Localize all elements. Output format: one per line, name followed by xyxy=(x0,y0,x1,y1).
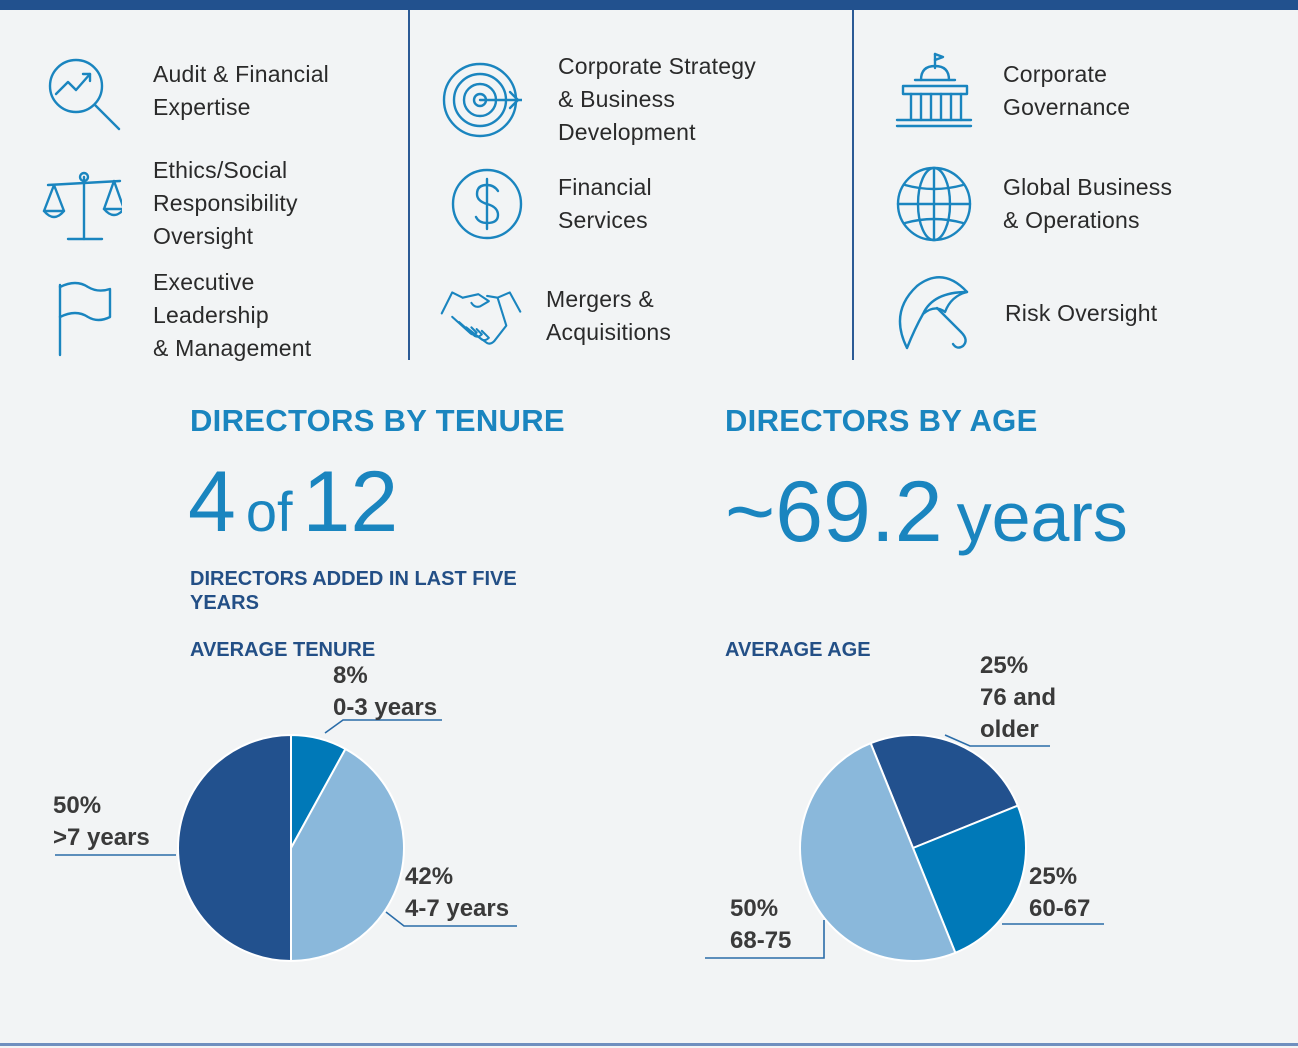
skill-audit-financial: Audit & Financial Expertise xyxy=(40,50,329,132)
tenure-total-count: 12 xyxy=(302,454,399,550)
leader-line xyxy=(705,920,825,959)
tenure-added-caption: DIRECTORS ADDED IN LAST FIVE YEARS xyxy=(190,568,517,614)
slice-percent: 42% xyxy=(405,863,454,890)
slice-percent: 25% xyxy=(1029,863,1078,890)
slice-percent: 25% xyxy=(980,652,1029,679)
column-divider xyxy=(852,10,854,360)
slice-percent: 50% xyxy=(53,792,102,819)
skill-label: Audit & Financial Expertise xyxy=(153,61,329,120)
age-heading: DIRECTORS BY AGE xyxy=(725,403,1038,438)
slice-category: 0-3 years xyxy=(333,694,438,721)
tenure-heading: DIRECTORS BY TENURE xyxy=(190,403,565,438)
handshake-icon xyxy=(440,275,522,357)
slice-category: 68-75 xyxy=(730,927,792,954)
skill-corporate-strategy: Corporate Strategy & Business Developmen… xyxy=(440,50,756,149)
slice-category: 60-67 xyxy=(1029,895,1091,922)
globe-icon xyxy=(893,163,975,245)
pie-slice xyxy=(799,741,957,962)
skill-label: Executive Leadership & Management xyxy=(153,269,312,361)
top-accent-bar xyxy=(0,0,1298,10)
magnifier-chart-icon xyxy=(40,50,122,132)
umbrella-icon xyxy=(893,272,975,354)
slice-percent: 50% xyxy=(730,895,779,922)
slice-percent: 8% xyxy=(333,662,368,689)
target-icon xyxy=(440,59,522,141)
slice-category: >7 years xyxy=(53,824,150,851)
tenure-slice-label: 50% >7 years xyxy=(53,790,150,854)
skill-label: Financial Services xyxy=(558,174,652,233)
skill-risk-oversight: Risk Oversight xyxy=(893,272,1157,354)
tenure-of: of xyxy=(245,480,293,543)
tenure-pie xyxy=(177,733,405,963)
age-slice-label: 50% 68-75 xyxy=(730,893,791,957)
skill-label: Corporate Strategy & Business Developmen… xyxy=(558,53,756,145)
skill-mergers-acquisitions: Mergers & Acquisitions xyxy=(440,275,671,357)
tenure-slice-label: 42% 4-7 years xyxy=(405,861,509,925)
age-slice-label: 25% 60-67 xyxy=(1029,861,1090,925)
skill-label: Corporate Governance xyxy=(1003,61,1131,120)
skill-executive-leadership: Executive Leadership & Management xyxy=(40,266,311,365)
tenure-big-number: 4 of 12 xyxy=(188,452,398,577)
bottom-accent-line xyxy=(0,1043,1298,1046)
slice-category: 76 and older xyxy=(980,684,1057,743)
flag-icon xyxy=(40,275,122,357)
age-pie xyxy=(799,734,1027,962)
column-divider xyxy=(408,10,410,360)
age-average-value: ~69.2 xyxy=(725,464,943,560)
age-unit: years xyxy=(956,478,1128,556)
skill-corporate-governance: Corporate Governance xyxy=(893,50,1130,132)
skill-label: Risk Oversight xyxy=(1005,299,1158,326)
age-slice-label: 25% 76 and older xyxy=(980,650,1056,746)
leader-line xyxy=(944,734,1050,747)
skill-financial-services: Financial Services xyxy=(446,163,652,245)
tenure-average-caption: AVERAGE TENURE xyxy=(190,639,376,661)
age-big-number: ~69.2 years xyxy=(725,462,1128,587)
skill-ethics: Ethics/Social Responsibility Oversight xyxy=(40,154,298,253)
age-average-caption: AVERAGE AGE xyxy=(725,639,871,661)
scales-icon xyxy=(40,163,122,245)
leader-line xyxy=(385,911,517,927)
tenure-added-count: 4 xyxy=(188,454,236,550)
slice-category: 4-7 years xyxy=(405,895,510,922)
tenure-slice-label: 8% 0-3 years xyxy=(333,660,437,724)
pie-slice xyxy=(177,733,292,963)
leader-line xyxy=(324,719,442,734)
capitol-building-icon xyxy=(893,50,975,132)
skill-label: Ethics/Social Responsibility Oversight xyxy=(153,157,298,249)
dollar-icon xyxy=(446,163,528,245)
skill-label: Global Business & Operations xyxy=(1003,174,1173,233)
pie-slice xyxy=(290,747,405,963)
skill-label: Mergers & Acquisitions xyxy=(546,286,672,345)
skill-global-business: Global Business & Operations xyxy=(893,163,1172,245)
leader-lines xyxy=(55,719,1104,959)
